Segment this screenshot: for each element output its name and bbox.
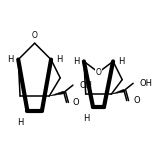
Text: H: H <box>17 118 24 127</box>
Text: H: H <box>83 114 89 123</box>
Text: O: O <box>73 98 80 107</box>
Text: O: O <box>32 31 38 40</box>
Text: H: H <box>73 57 79 66</box>
Polygon shape <box>49 91 64 96</box>
Text: H: H <box>56 55 62 64</box>
Text: OH: OH <box>140 79 152 88</box>
Text: H: H <box>7 55 14 64</box>
Text: O: O <box>96 68 101 77</box>
Polygon shape <box>111 89 124 94</box>
Text: OH: OH <box>79 81 92 90</box>
Text: O: O <box>133 96 140 105</box>
Text: H: H <box>118 57 124 66</box>
